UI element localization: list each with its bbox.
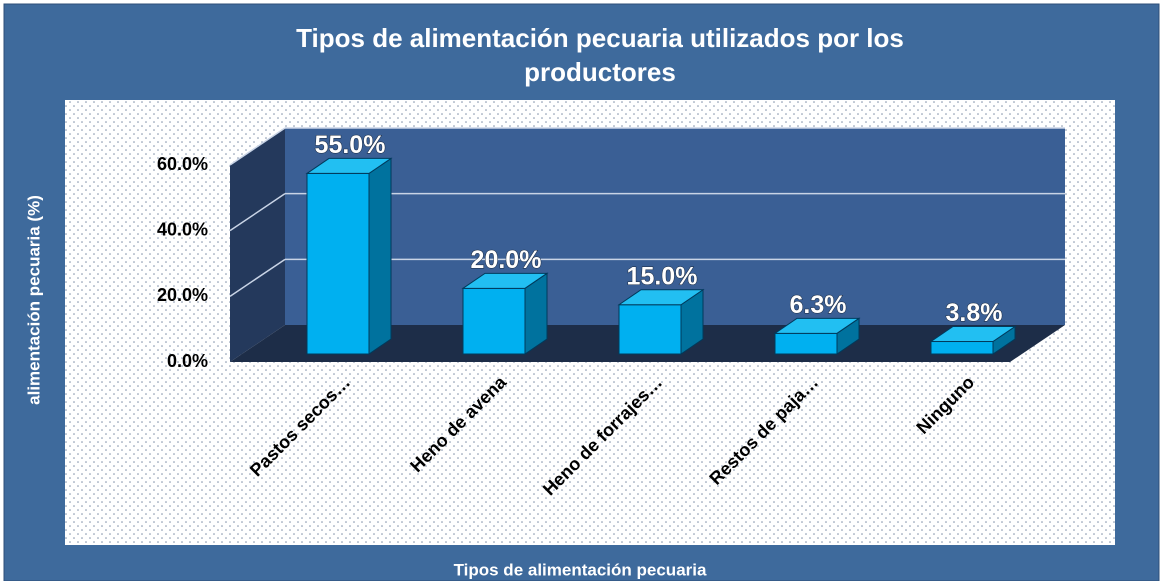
bar-top bbox=[305, 157, 393, 174]
y-tick-label: 40.0% bbox=[157, 219, 208, 239]
grid-line-side bbox=[229, 193, 286, 232]
bar bbox=[617, 288, 705, 355]
bar-front bbox=[618, 304, 682, 355]
value-label: 20.0% bbox=[471, 246, 542, 274]
bar-front bbox=[930, 341, 994, 355]
value-label: 15.0% bbox=[627, 262, 698, 290]
grid-line-side bbox=[229, 258, 286, 297]
side-wall bbox=[230, 128, 285, 362]
y-tick-label: 60.0% bbox=[157, 154, 208, 174]
y-tick-label: 0.0% bbox=[167, 351, 208, 371]
bar bbox=[773, 317, 861, 355]
bar-front bbox=[462, 287, 526, 355]
y-axis-title: alimentación pecuaria (%) bbox=[24, 195, 43, 405]
bar-top bbox=[773, 317, 861, 334]
bar-top bbox=[617, 289, 705, 306]
value-label: 3.8% bbox=[946, 299, 1003, 327]
bar-front bbox=[306, 172, 370, 355]
bar bbox=[305, 157, 393, 355]
y-tick-label: 20.0% bbox=[157, 285, 208, 305]
value-label: 6.3% bbox=[790, 291, 847, 319]
bar bbox=[929, 325, 1017, 355]
chart-title: Tipos de alimentación pecuaria utilizado… bbox=[296, 23, 904, 87]
back-wall bbox=[285, 128, 1065, 325]
bar-top bbox=[929, 326, 1017, 343]
bar bbox=[461, 272, 549, 355]
bar-top bbox=[461, 272, 549, 289]
bar-front bbox=[774, 332, 838, 355]
grid-line-side bbox=[229, 127, 286, 166]
value-label: 55.0% bbox=[315, 131, 386, 159]
x-axis-title: Tipos de alimentación pecuaria bbox=[454, 560, 707, 579]
bar-side bbox=[368, 157, 392, 355]
